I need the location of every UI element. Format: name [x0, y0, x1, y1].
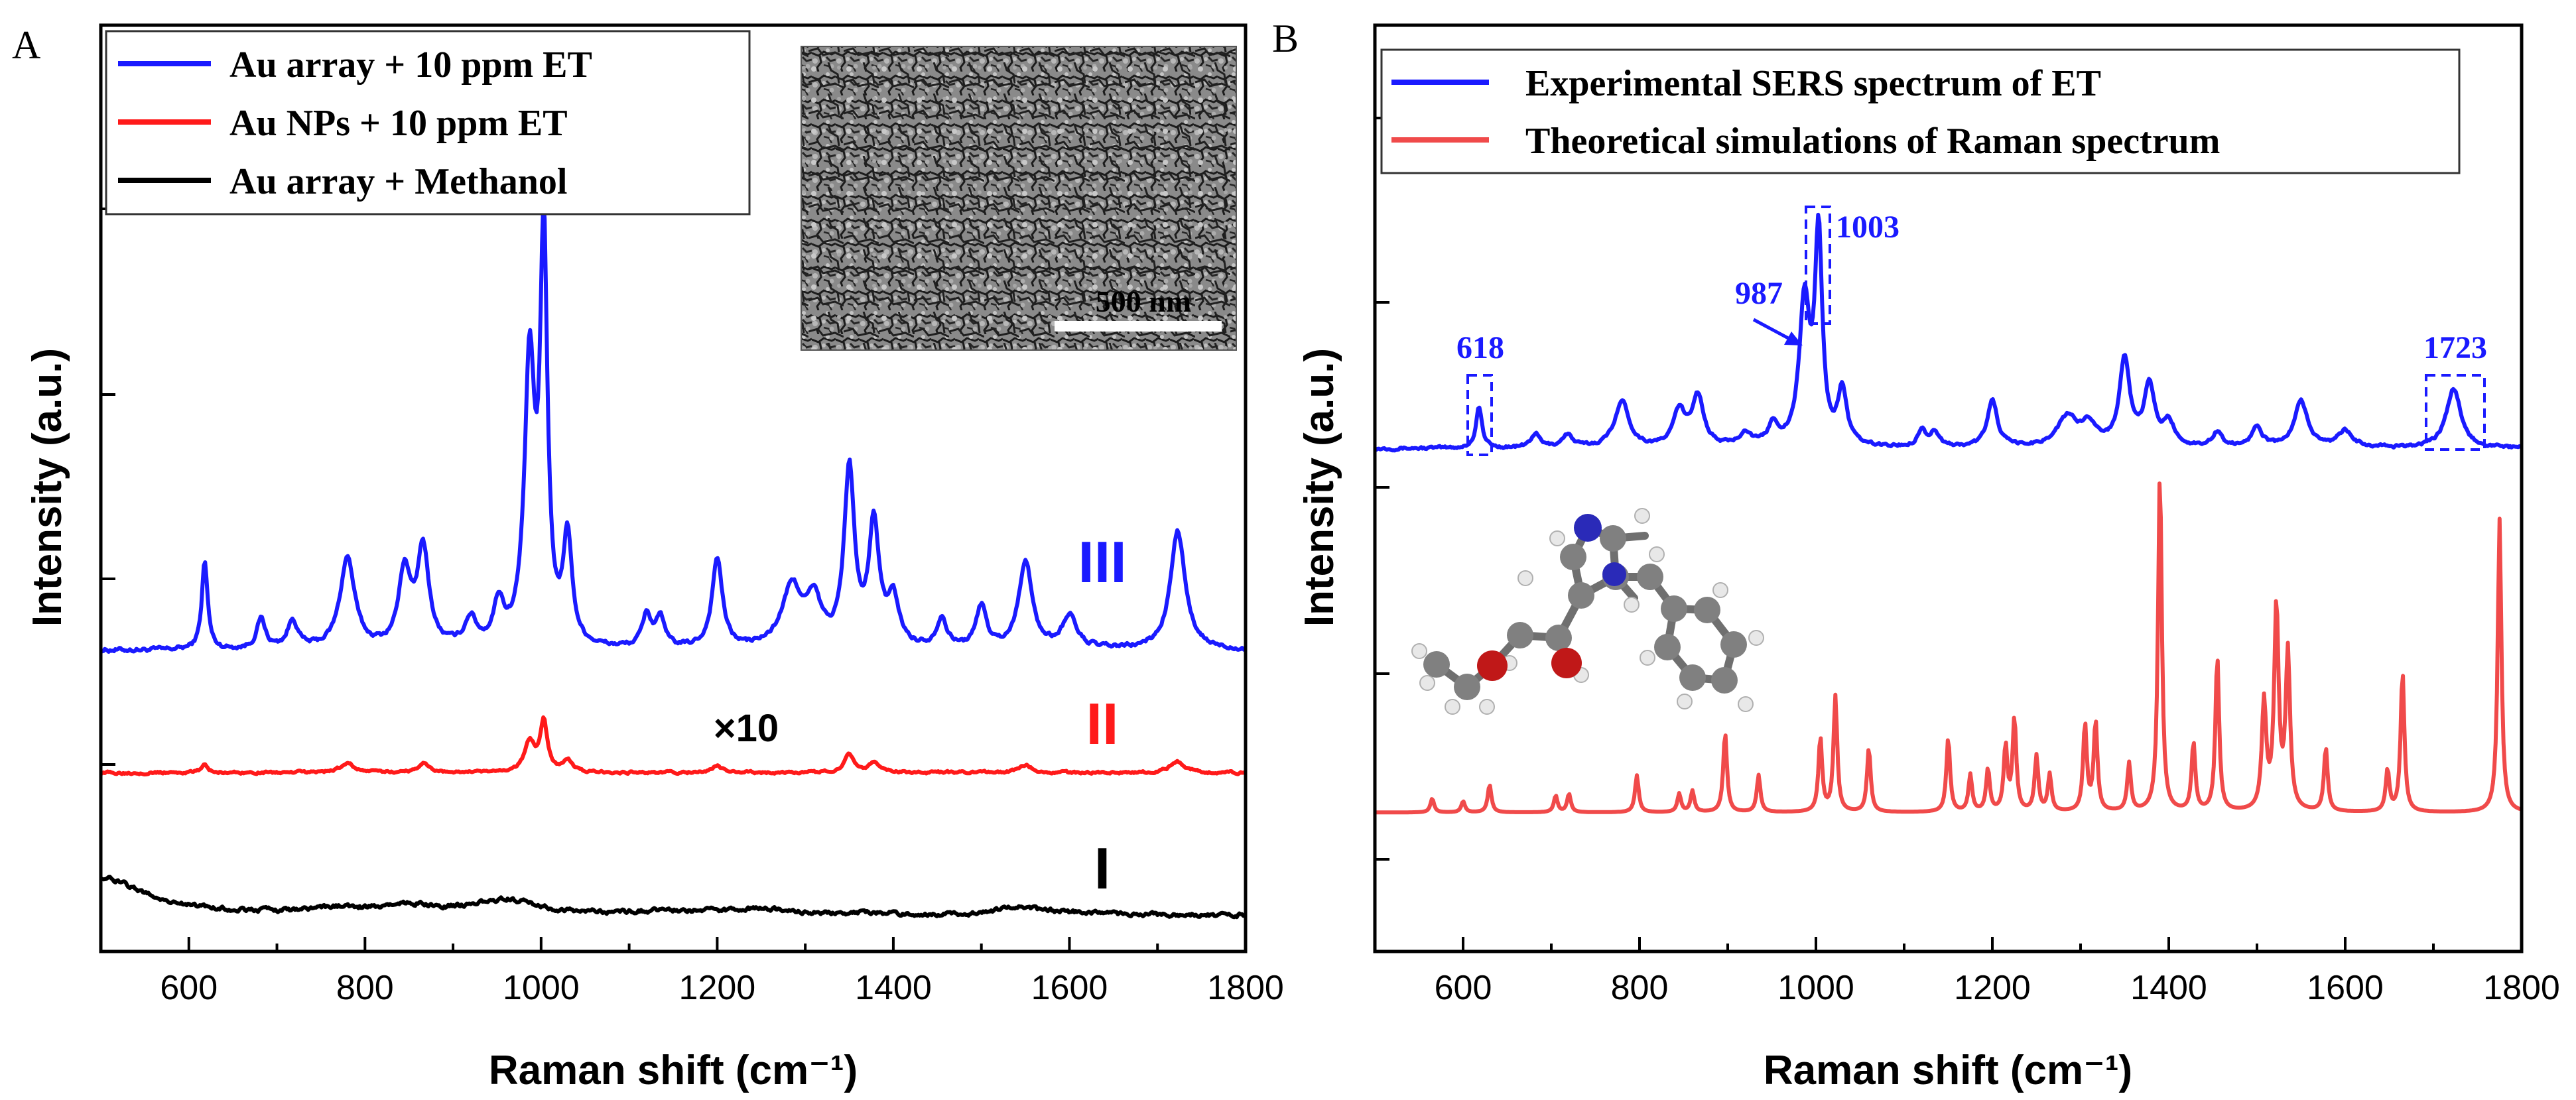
legend-a: Au array + 10 ppm ET Au NPs + 10 ppm ET … — [105, 30, 751, 215]
x-tick-label: 1200 — [1954, 969, 2031, 1007]
scale-bar-label: 500 nm — [1096, 284, 1191, 318]
series-line-2 — [100, 715, 1246, 776]
x-axis-title-b: Raman shift (cm⁻¹) — [1764, 1048, 2132, 1093]
peak-annotations — [1466, 206, 2486, 456]
series-line-1 — [1374, 212, 2522, 453]
legend-item: Experimental SERS spectrum of ET — [1391, 63, 2101, 104]
x-tick-label: 800 — [1611, 969, 1669, 1007]
plot-area-a — [99, 199, 1246, 920]
panel-label-b: B — [1272, 17, 1299, 60]
peak-label-1723: 1723 — [2423, 330, 2487, 365]
peak-label-618: 618 — [1456, 330, 1504, 365]
y-axis-title-a: Intensity (a.u.) — [25, 348, 70, 627]
panel-b: B 600 800 1000 1200 1400 1600 1800 Raman shift… — [1272, 17, 2560, 1093]
x-tick-label: 1200 — [679, 969, 756, 1007]
panel-label-a: A — [12, 23, 40, 67]
plot-frame-a — [99, 23, 1248, 953]
x-tick-label: 800 — [336, 969, 394, 1007]
x-tick-label: 1800 — [2483, 969, 2560, 1007]
legend-item: Au NPs + 10 ppm ET — [118, 103, 568, 144]
series-line-2 — [1374, 481, 2522, 815]
curve-label-ii: II — [1086, 691, 1119, 757]
y-axis-title-b: Intensity (a.u.) — [1297, 348, 1342, 627]
x-tick-label: 1400 — [2130, 969, 2207, 1007]
legend-label: Au array + Methanol — [229, 161, 567, 202]
y-axis-b — [1375, 117, 1389, 861]
y-axis-a — [101, 208, 115, 766]
curve-label-i: I — [1094, 835, 1110, 901]
legend-label: Au array + 10 ppm ET — [229, 44, 592, 86]
x-tick-label: 1400 — [855, 969, 932, 1007]
curve-label-iii: III — [1078, 529, 1126, 595]
x-axis-a: 600 800 1000 1200 1400 1600 1800 — [99, 937, 1284, 1007]
legend-label: Au NPs + 10 ppm ET — [229, 103, 568, 144]
x-tick-label: 1000 — [503, 969, 580, 1007]
x-axis-b: 600 800 1000 1200 1400 1600 1800 — [1374, 937, 2560, 1007]
peak-arrow-987 — [1752, 318, 1803, 345]
x-tick-label: 600 — [160, 969, 218, 1007]
legend-label: Theoretical simulations of Raman spectru… — [1525, 121, 2220, 162]
sem-inset: 500 nm — [801, 46, 1237, 351]
legend-b: Experimental SERS spectrum of ET Theoret… — [1380, 48, 2461, 174]
peak-label-987: 987 — [1735, 276, 1783, 311]
molecule-model — [1411, 508, 1764, 715]
peak-box-1723 — [2425, 374, 2486, 451]
plot-area-b — [1374, 212, 2522, 815]
peak-box-1003 — [1805, 206, 1831, 325]
x-tick-label: 600 — [1435, 969, 1492, 1007]
scale-factor-label: ×10 — [714, 707, 779, 750]
series-line-3 — [99, 875, 1246, 920]
peak-box-618 — [1466, 374, 1493, 456]
x-tick-label: 1600 — [2307, 969, 2384, 1007]
x-tick-label: 1600 — [1031, 969, 1108, 1007]
x-tick-label: 1800 — [1207, 969, 1284, 1007]
series-line-1 — [100, 199, 1246, 654]
x-axis-title-a: Raman shift (cm⁻¹) — [489, 1048, 858, 1093]
legend-label: Experimental SERS spectrum of ET — [1525, 63, 2101, 104]
peak-label-1003: 1003 — [1836, 210, 1900, 245]
panel-a: A 600 800 1000 1200 1400 1600 1800 Raman shift… — [12, 23, 1284, 1093]
legend-item: Au array + Methanol — [118, 161, 567, 202]
legend-item: Theoretical simulations of Raman spectru… — [1391, 121, 2220, 162]
scale-bar — [1055, 321, 1222, 332]
legend-item: Au array + 10 ppm ET — [118, 44, 592, 86]
x-tick-label: 1000 — [1777, 969, 1854, 1007]
